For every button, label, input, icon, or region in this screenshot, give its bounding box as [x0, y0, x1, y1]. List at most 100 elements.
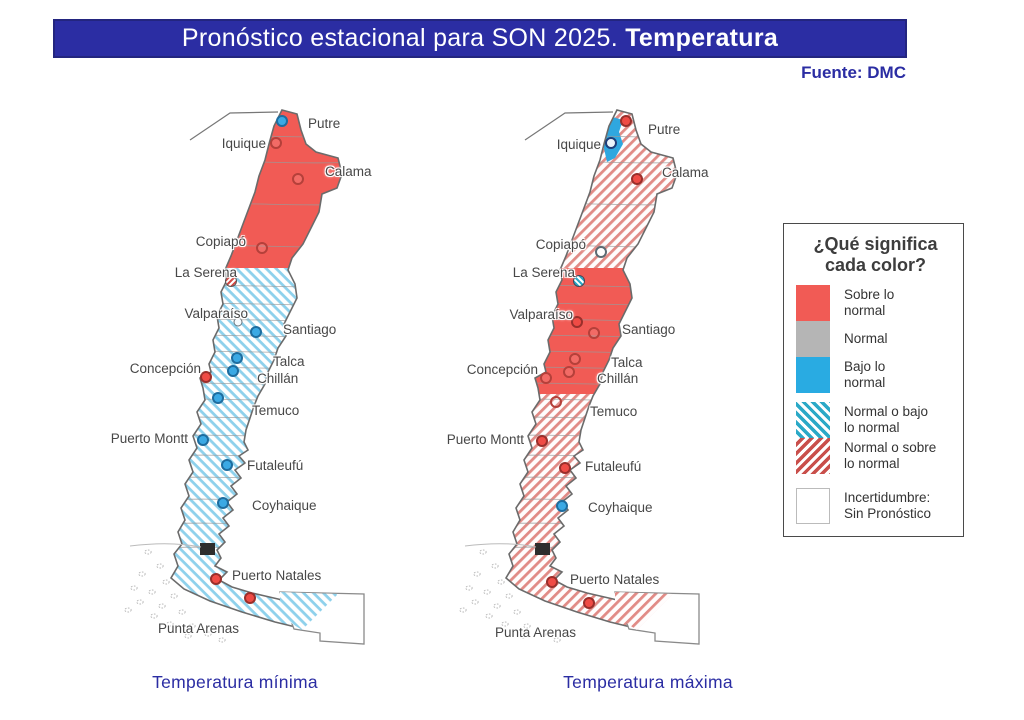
- peru-border-line: [189, 111, 279, 141]
- island-speckle: [471, 599, 479, 605]
- legend-label: Bajo lo normal: [844, 358, 886, 391]
- city-label-putre: Putre: [648, 122, 681, 137]
- island-speckle: [491, 563, 499, 569]
- city-marker-puerto-natales: [210, 573, 222, 585]
- caption-temperatura-maxima: Temperatura máxima: [563, 672, 733, 692]
- city-label-la-serena: La Serena: [174, 265, 237, 280]
- peru-border-line: [524, 111, 614, 141]
- channel-line: [129, 543, 202, 548]
- city-label-iquique: Iquique: [221, 136, 266, 151]
- island-speckle: [483, 589, 491, 595]
- city-label-calama: Calama: [662, 165, 709, 180]
- city-label-talca: Talca: [611, 355, 643, 370]
- city-label-punta-arenas: Punta Arenas: [495, 625, 577, 640]
- chile-map-svg-max: [459, 109, 700, 645]
- island-speckle: [539, 631, 547, 637]
- city-label-futaleufu: Futaleufú: [247, 458, 304, 473]
- city-marker-concepcion: [200, 371, 212, 383]
- island-speckle: [523, 623, 531, 629]
- city-label-punta-arenas: Punta Arenas: [158, 621, 240, 636]
- archipelago-islands: [459, 549, 561, 643]
- city-marker-puerto-montt: [536, 435, 548, 447]
- island-speckle: [218, 637, 226, 643]
- legend-swatch-hatch-red-icon: [796, 438, 830, 475]
- legend-label: Incertidumbre: Sin Pronóstico: [844, 489, 932, 522]
- city-label-puerto-natales: Puerto Natales: [570, 572, 660, 587]
- legend-label: Sobre lo normal: [844, 286, 895, 319]
- city-label-copiapo: Copiapó: [195, 234, 246, 249]
- island-speckle: [170, 593, 178, 599]
- island-speckle: [459, 607, 467, 613]
- legend-item-normal: Normal: [796, 321, 955, 358]
- island-speckle: [166, 621, 174, 627]
- page-title-emphasis: Temperatura: [625, 24, 779, 52]
- island-speckle: [130, 585, 138, 591]
- city-marker-concepcion: [540, 372, 552, 384]
- city-label-iquique: Iquique: [556, 137, 601, 152]
- map-temperatura-minima: Putre Iquique Calama Copiapó La Serena Valpar…: [70, 100, 380, 660]
- source-label: Fuente: DMC: [801, 63, 906, 82]
- island-speckle: [184, 633, 192, 639]
- legend-swatch-solid-red-icon: [796, 285, 830, 322]
- island-speckle: [465, 585, 473, 591]
- city-marker-la-serena: [573, 275, 585, 287]
- city-label-coyhaique: Coyhaique: [588, 500, 653, 515]
- city-marker-talca: [569, 353, 581, 365]
- legend-gap: [796, 393, 955, 402]
- city-label-santiago: Santiago: [622, 322, 676, 337]
- legend-swatch-solid-gray-icon: [796, 321, 830, 358]
- city-label-concepcion: Concepción: [466, 362, 538, 377]
- city-label-talca: Talca: [273, 354, 305, 369]
- city-label-la-serena: La Serena: [512, 265, 575, 280]
- city-marker-copiapo: [595, 246, 607, 258]
- island-speckle: [136, 599, 144, 605]
- city-marker-santiago: [588, 327, 600, 339]
- city-label-valparaiso: Valparaíso: [184, 306, 248, 321]
- city-marker-puerto-montt: [197, 434, 209, 446]
- city-marker-valparaiso: [233, 317, 243, 327]
- legend-item-normal-o-bajo: Normal o bajo lo normal: [796, 402, 955, 439]
- city-marker-coyhaique: [217, 497, 229, 509]
- legend-items: Sobre lo normal Normal Bajo lo normal Norma…: [796, 285, 955, 525]
- legend-title: ¿Qué significa cada color?: [813, 234, 938, 275]
- city-marker-chillan: [563, 366, 575, 378]
- city-marker-talca: [231, 352, 243, 364]
- legend-label: Normal o bajo lo normal: [844, 403, 929, 436]
- island-speckle: [497, 579, 505, 585]
- island-speckle: [505, 593, 513, 599]
- city-marker-valparaiso: [571, 316, 583, 328]
- legend: ¿Qué significa cada color? Sobre lo norm…: [783, 223, 964, 537]
- city-layer-max: Putre Iquique Calama Copiapó La Serena Valpar…: [405, 100, 715, 660]
- city-marker-iquique: [270, 137, 282, 149]
- map-temperatura-maxima: Putre Iquique Calama Copiapó La Serena Valpar…: [405, 100, 715, 660]
- city-label-puerto-natales: Puerto Natales: [232, 568, 322, 583]
- city-label-puerto-montt: Puerto Montt: [110, 431, 188, 446]
- city-marker-futaleufu: [221, 459, 233, 471]
- city-marker-copiapo: [256, 242, 268, 254]
- city-marker-punta-arenas: [583, 597, 595, 609]
- legend-item-normal-o-sobre: Normal o sobre lo normal: [796, 438, 955, 475]
- city-marker-iquique: [605, 137, 617, 149]
- island-speckle: [519, 633, 527, 639]
- ice-field-marker: [200, 543, 215, 555]
- city-marker-temuco: [212, 392, 224, 404]
- ice-field-marker: [535, 543, 550, 555]
- legend-label: Normal: [844, 330, 888, 346]
- city-label-chillan: Chillán: [597, 371, 639, 386]
- island-speckle: [178, 609, 186, 615]
- legend-swatch-white-icon: [796, 488, 830, 525]
- legend-gap: [796, 474, 955, 488]
- city-marker-puerto-natales: [546, 576, 558, 588]
- city-marker-temuco: [550, 396, 562, 408]
- city-marker-coyhaique: [556, 500, 568, 512]
- legend-item-sobre-lo: Sobre lo normal: [796, 285, 955, 322]
- island-speckle: [162, 579, 170, 585]
- island-speckle: [144, 549, 152, 555]
- island-speckle: [493, 603, 501, 609]
- city-label-santiago: Santiago: [283, 322, 337, 337]
- city-label-coyhaique: Coyhaique: [252, 498, 317, 513]
- city-label-concepcion: Concepción: [129, 361, 201, 376]
- legend-swatch-hatch-blue-icon: [796, 402, 830, 439]
- city-layer-min: Putre Iquique Calama Copiapó La Serena Valpar…: [70, 100, 380, 660]
- archipelago-islands: [124, 549, 226, 643]
